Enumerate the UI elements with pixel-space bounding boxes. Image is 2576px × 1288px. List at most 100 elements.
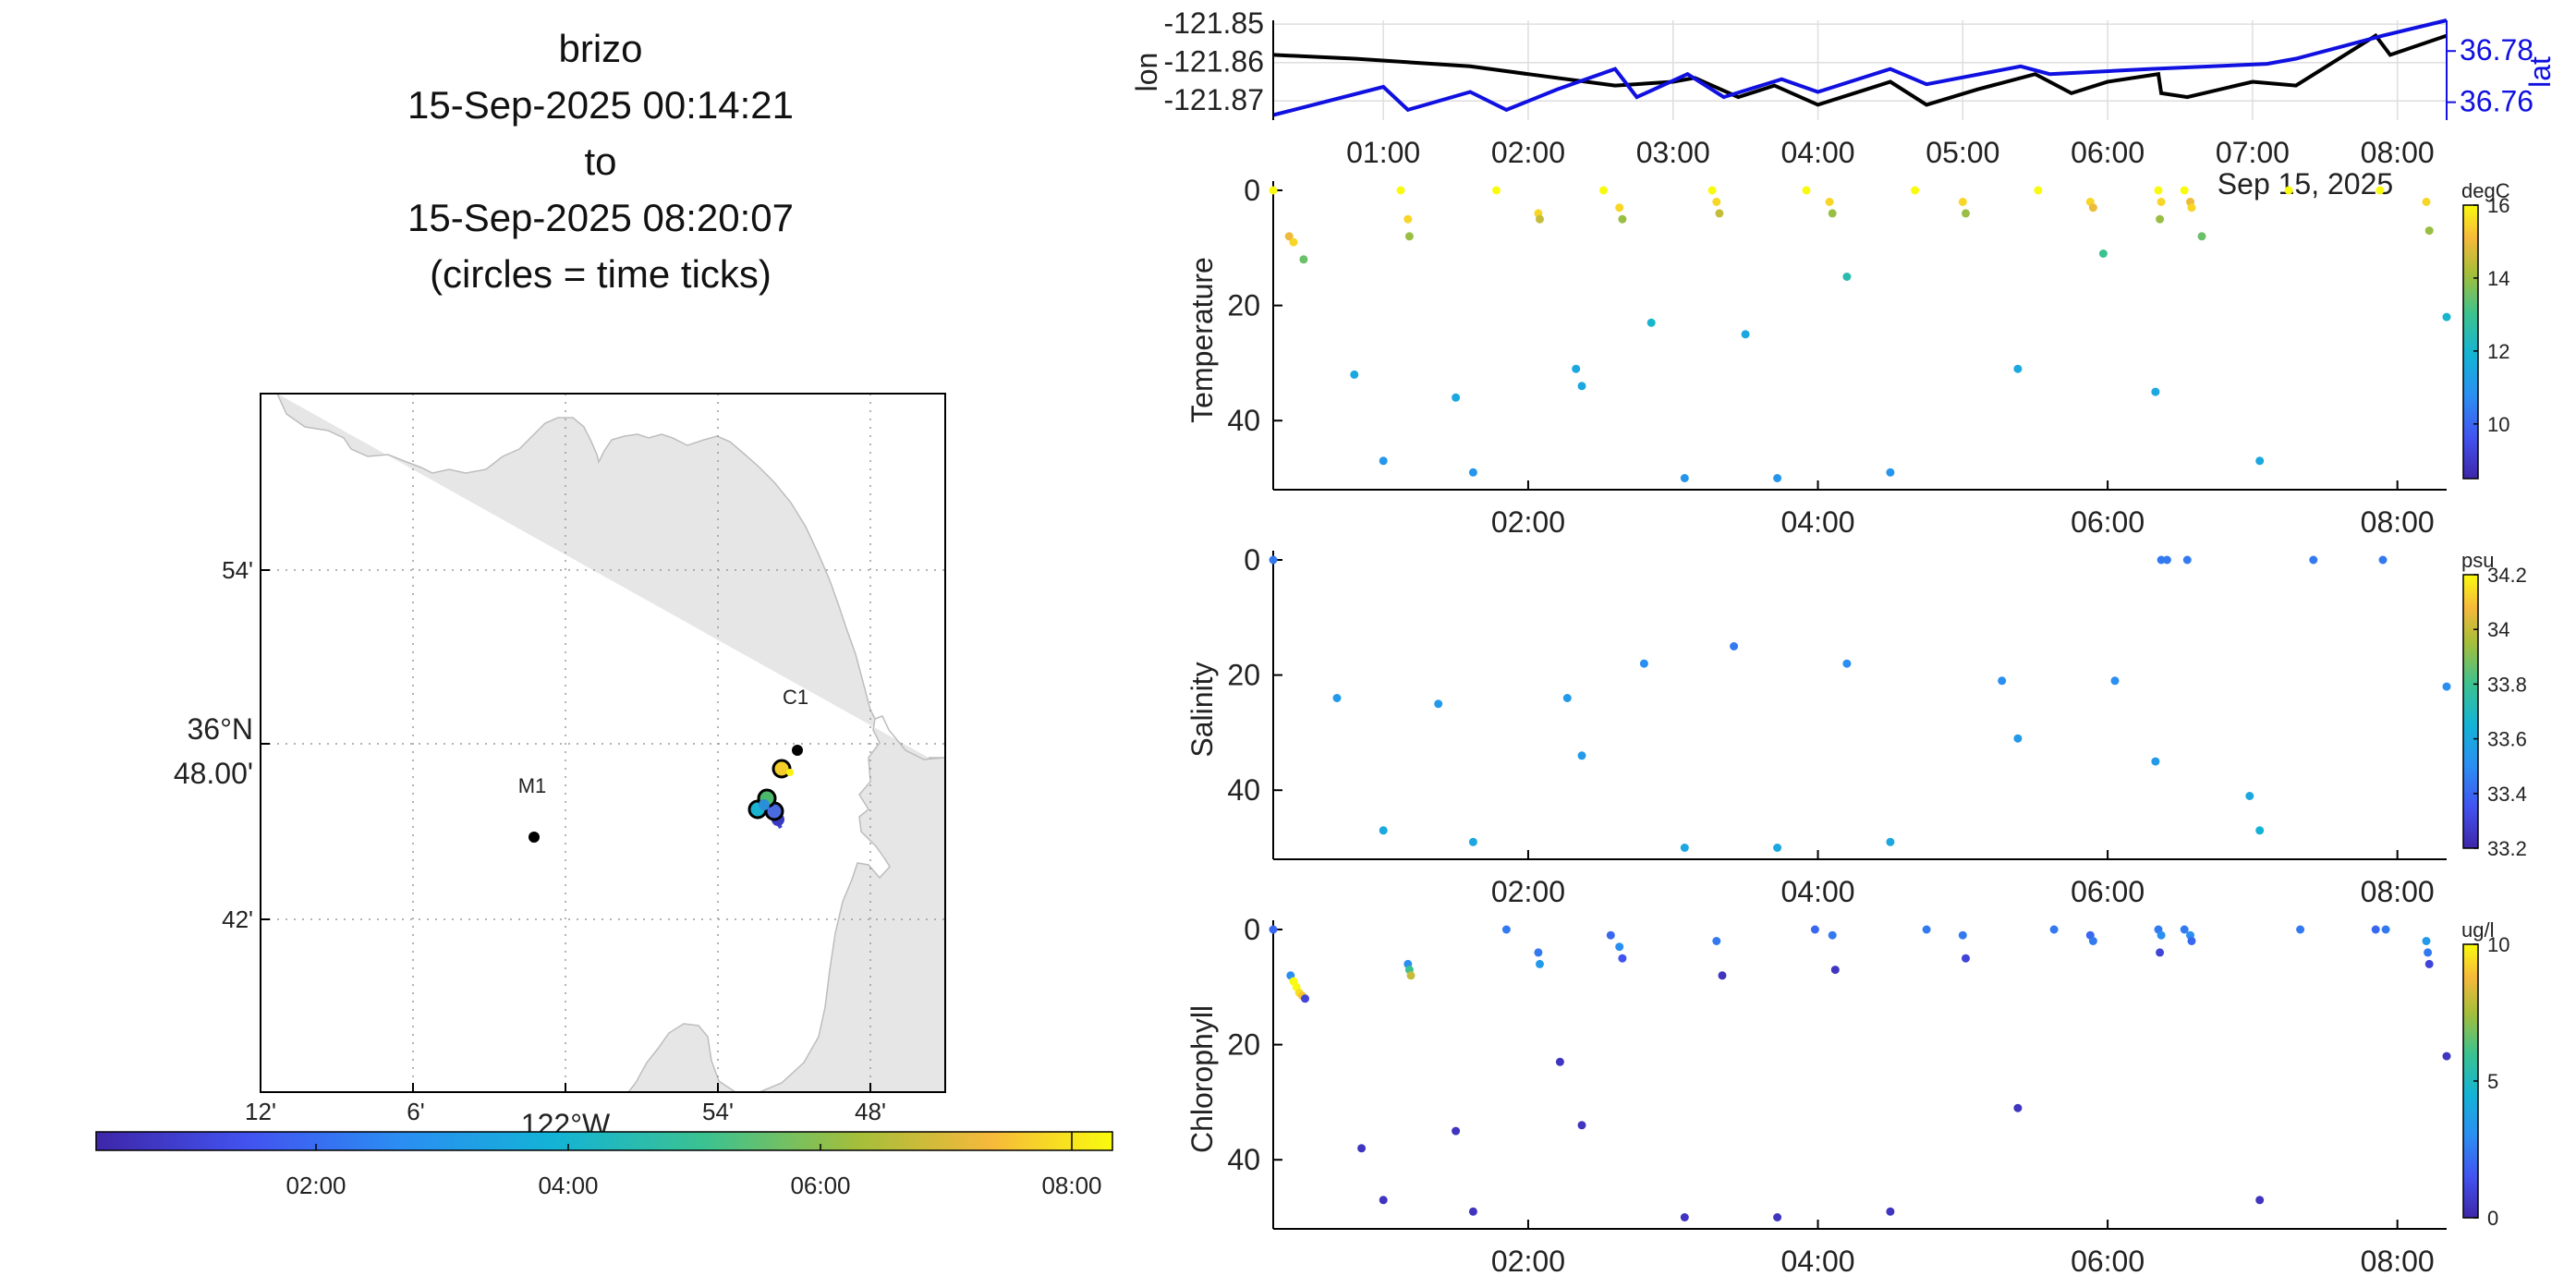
colorbar-tick-label: 33.4	[2487, 783, 2527, 806]
data-point	[2013, 1103, 2023, 1112]
data-point	[2157, 930, 2166, 940]
lon-lat-chart: -121.85 -121.86 -121.87 36.78 36.76 01:00 02:0…	[1130, 6, 2557, 200]
data-point	[1886, 468, 1895, 477]
data-point	[2187, 937, 2196, 945]
station-m1-label: M1	[518, 774, 547, 797]
data-point	[1468, 468, 1477, 477]
data-point	[2162, 555, 2171, 565]
map-lon-tick-6: 6'	[407, 1098, 424, 1125]
station-m1: M1	[518, 774, 547, 843]
data-point	[1718, 971, 1727, 980]
data-point	[1577, 751, 1586, 760]
lonlat-plot-area	[1273, 20, 2447, 120]
colorbar-tick-label: 33.2	[2487, 837, 2527, 860]
data-point	[2197, 232, 2206, 241]
data-point	[2049, 925, 2059, 934]
data-point	[1802, 186, 1811, 195]
data-point	[1492, 186, 1501, 195]
data-point	[1599, 186, 1608, 195]
map-lat-tick-36n: 36°N	[188, 712, 254, 746]
data-point	[1680, 844, 1689, 852]
data-point	[1269, 925, 1278, 934]
data-point	[1501, 925, 1511, 934]
data-point	[1842, 659, 1852, 668]
time-tick-label: 08:00	[2361, 1245, 2435, 1278]
lat-tick-label: 36.76	[2460, 85, 2533, 118]
title-line-3: to	[584, 140, 616, 183]
data-point	[1379, 1196, 1388, 1205]
station-m1-marker	[529, 832, 540, 843]
data-point	[1828, 209, 1837, 218]
data-point	[2245, 792, 2254, 800]
title-line-1: brizo	[558, 27, 642, 70]
colorbar-unit: psu	[2461, 549, 2494, 572]
data-point	[1332, 694, 1342, 702]
data-point	[1730, 642, 1739, 650]
data-point	[1452, 393, 1461, 402]
data-point	[2182, 555, 2192, 565]
time-tick-label: 02:00	[1491, 505, 1565, 539]
lon-tick-label: -121.86	[1163, 45, 1264, 79]
data-point	[1289, 237, 1298, 247]
data-point	[2154, 186, 2163, 195]
data-point	[1958, 198, 1967, 206]
data-point	[1301, 994, 1309, 1003]
data-point	[1825, 198, 1834, 206]
time-colorbar: 02:00 04:00 06:00 08:00	[95, 1131, 1113, 1199]
lat-axis-label: lat	[2523, 56, 2557, 88]
data-point	[1379, 826, 1388, 835]
time-colorbar-tick-0400: 04:00	[538, 1172, 598, 1199]
data-point	[1886, 837, 1895, 846]
lon-tick-label: -121.87	[1163, 83, 1264, 116]
data-point	[1534, 948, 1543, 957]
colorbar-tick-label: 34.2	[2487, 564, 2527, 587]
data-point	[1536, 214, 1544, 224]
title-line-5: (circles = time ticks)	[430, 252, 772, 296]
scatter-points	[1269, 555, 2451, 852]
data-point	[2255, 456, 2265, 466]
lonlat-grid	[1273, 20, 2447, 120]
time-tick-label: 06:00	[2071, 505, 2145, 539]
title-line-2: 15-Sep-2025 00:14:21	[407, 83, 794, 127]
colorbar-tick-label: 34	[2487, 618, 2509, 641]
colorbar-tick-label: 0	[2487, 1207, 2498, 1230]
data-point	[1350, 370, 1359, 379]
map-panel: 54' 36°N 48.00' 42' 12' 6' 122°W 54' 48'…	[174, 393, 946, 1141]
time-tick-label: 04:00	[1780, 875, 1854, 908]
data-point	[1269, 186, 1278, 195]
data-point	[1922, 925, 1931, 934]
depth-tick-label: 40	[1227, 773, 1260, 807]
map-lon-tick-48: 48'	[855, 1098, 886, 1125]
lonlat-x-tick-label: 03:00	[1636, 136, 1710, 169]
colorbar	[2462, 574, 2479, 849]
chlorophyll-chart: 0 20 40 02:00 04:00 06:00 08:00 Chlorophyll ug/l…	[1185, 913, 2509, 1278]
colorbar-unit: ug/l	[2461, 918, 2494, 942]
time-colorbar-gradient	[95, 1131, 1113, 1151]
colorbar	[2462, 204, 2479, 480]
glider-track	[747, 759, 794, 830]
lon-axis-label: lon	[1130, 53, 1163, 92]
axis-label-salinity: Salinity	[1185, 662, 1219, 757]
data-point	[1403, 214, 1413, 224]
track-point-end	[786, 769, 794, 776]
data-point	[1773, 1213, 1782, 1221]
data-point	[1741, 330, 1750, 339]
data-point	[2376, 186, 2385, 195]
depth-tick-label: 40	[1227, 1143, 1260, 1176]
map-lat-tick-54: 54'	[222, 556, 253, 584]
data-point	[1536, 959, 1544, 968]
data-point	[1911, 186, 1920, 195]
data-point	[1618, 954, 1627, 963]
colorbar-unit: degC	[2461, 179, 2510, 202]
data-point	[1773, 844, 1782, 852]
colorbar-tick-label: 5	[2487, 1070, 2498, 1093]
data-point	[2255, 826, 2265, 835]
time-tick-label: 02:00	[1491, 1245, 1565, 1278]
data-point	[2424, 226, 2434, 236]
station-c1-marker	[792, 745, 803, 756]
axis-label-temperature: Temperature	[1185, 257, 1219, 423]
data-point	[1615, 942, 1624, 952]
axis-label-chlorophyll: Chlorophyll	[1185, 1005, 1219, 1153]
title-line-4: 15-Sep-2025 08:20:07	[407, 196, 794, 239]
depth-tick-label: 20	[1227, 1028, 1260, 1062]
